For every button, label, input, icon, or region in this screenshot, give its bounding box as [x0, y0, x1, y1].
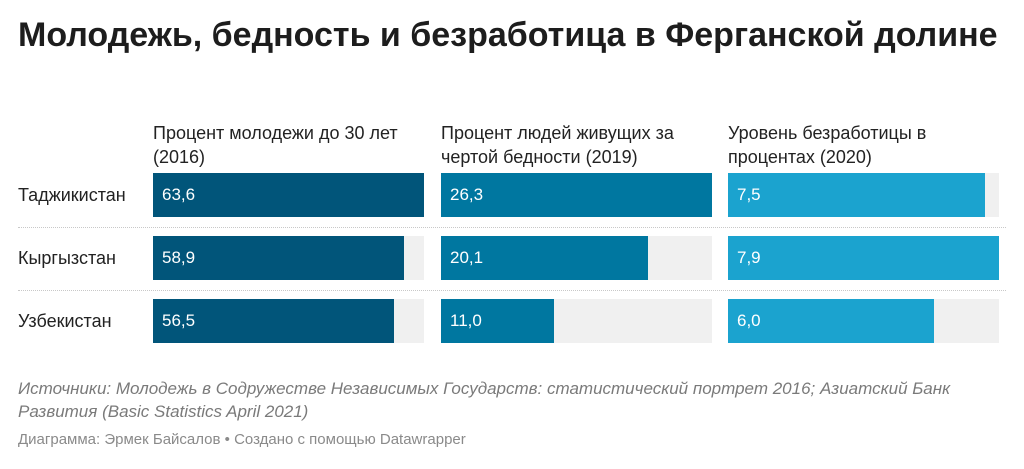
bar — [153, 173, 424, 217]
bar — [441, 236, 649, 280]
bar — [728, 299, 934, 343]
data-label: 56,5 — [162, 311, 196, 330]
bar-track: 11,0 — [441, 299, 712, 343]
row-label: Кыргызстан — [18, 248, 116, 268]
column-header: Уровень безработицы в процентах (2020) — [728, 123, 927, 167]
data-label: 58,9 — [162, 248, 196, 267]
credit-line: Диаграмма: Эрмек Байсалов • Создано с по… — [18, 431, 466, 448]
row-separator — [18, 227, 1006, 228]
data-label: 7,5 — [737, 185, 761, 204]
bar — [728, 236, 999, 280]
bar-track: 7,5 — [728, 173, 999, 217]
row-label: Узбекистан — [18, 311, 112, 331]
bar-track: 56,5 — [153, 299, 424, 343]
column-header: Процент молодежи до 30 лет (2016) — [153, 123, 398, 167]
bar — [441, 299, 555, 343]
source-note: Источники: Молодежь в Содружестве Незави… — [18, 379, 951, 421]
bar — [728, 173, 986, 217]
bar-track: 6,0 — [728, 299, 999, 343]
data-label: 11,0 — [450, 311, 482, 330]
bar-track: 20,1 — [441, 236, 712, 280]
data-label: 20,1 — [450, 248, 484, 267]
bar — [153, 236, 404, 280]
row-separator — [18, 290, 1006, 291]
bar-track: 7,9 — [728, 236, 999, 280]
bar — [153, 299, 394, 343]
data-label: 63,6 — [162, 185, 196, 204]
column-header: Процент людей живущих за чертой бедности… — [441, 123, 674, 167]
bar-track: 63,6 — [153, 173, 424, 217]
data-label: 7,9 — [737, 248, 761, 267]
row-label: Таджикистан — [18, 185, 126, 205]
bar-track: 26,3 — [441, 173, 712, 217]
bar-track: 58,9 — [153, 236, 424, 280]
data-label: 6,0 — [737, 311, 761, 330]
data-label: 26,3 — [450, 185, 484, 204]
bar — [441, 173, 712, 217]
chart-title: Молодежь, бедность и безработица в Ферга… — [18, 16, 998, 54]
